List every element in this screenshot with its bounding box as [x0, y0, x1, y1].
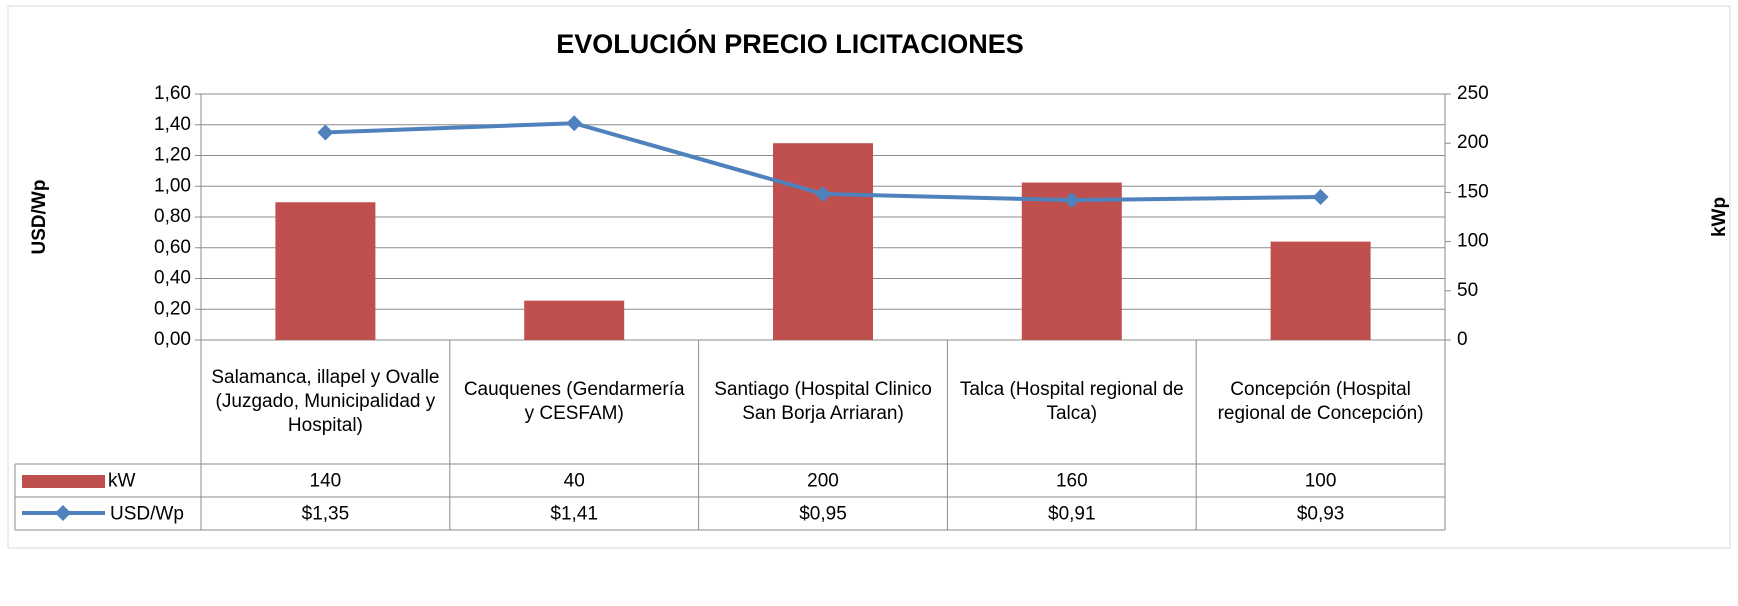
line-marker: [1312, 189, 1329, 206]
y-tick-label: 1,60: [154, 83, 191, 104]
table-value: 200: [807, 471, 839, 492]
x-tick-label: Salamanca, illapel y Ovalle (Juzgado, Mu…: [211, 367, 440, 436]
y2-tick-label: 200: [1457, 132, 1489, 153]
legend-swatch: [22, 475, 105, 488]
y2-tick-label: 250: [1457, 83, 1489, 104]
legend-label: kW: [108, 471, 136, 492]
data-label: $0,91: [1048, 504, 1096, 525]
bar: [1270, 241, 1371, 340]
chart-title: EVOLUCIÓN PRECIO LICITACIONES: [556, 28, 1024, 59]
legend-label: USD/Wp: [110, 504, 184, 525]
legend-marker: [55, 505, 71, 521]
x-tick-label: Santiago (Hospital Clinico San Borja Arr…: [714, 379, 932, 424]
y2-tick-label: 50: [1457, 280, 1478, 301]
line-marker: [1063, 192, 1080, 209]
x-tick-label: Concepción (Hospital regional de Concepc…: [1217, 379, 1424, 424]
line-marker: [317, 124, 334, 141]
y2-tick-label: 100: [1457, 231, 1489, 252]
table-value: 40: [564, 471, 585, 492]
y-tick-label: 0,20: [154, 298, 191, 319]
y-tick-label: 0,00: [154, 329, 191, 350]
table-value: 100: [1305, 471, 1337, 492]
table-value: 160: [1056, 471, 1088, 492]
y-tick-label: 1,20: [154, 145, 191, 166]
y2-axis-label: kWp: [1709, 197, 1730, 237]
data-label: $1,35: [302, 504, 350, 525]
bar: [773, 143, 873, 340]
line-marker: [815, 185, 831, 202]
y-tick-label: 0,80: [154, 206, 191, 227]
data-label: $0,93: [1297, 504, 1345, 525]
bar: [1021, 182, 1122, 340]
bar: [275, 202, 376, 340]
bar: [524, 300, 625, 340]
y-tick-label: 1,00: [154, 175, 191, 196]
x-tick-label: Talca (Hospital regional de Talca): [959, 379, 1184, 424]
data-label: $1,41: [550, 504, 598, 525]
y-tick-label: 0,60: [154, 237, 191, 258]
y2-tick-label: 150: [1457, 181, 1489, 202]
y-tick-label: 1,40: [154, 114, 191, 135]
data-label: $0,95: [799, 504, 847, 525]
x-tick-label: Cauquenes (Gendarmería y CESFAM): [463, 379, 685, 424]
y-axis-label: USD/Wp: [29, 180, 50, 255]
line-marker: [566, 115, 583, 132]
chart-border: [7, 5, 1731, 549]
y-tick-label: 0,40: [154, 268, 191, 289]
y2-tick-label: 0: [1457, 329, 1468, 350]
table-value: 140: [310, 471, 342, 492]
